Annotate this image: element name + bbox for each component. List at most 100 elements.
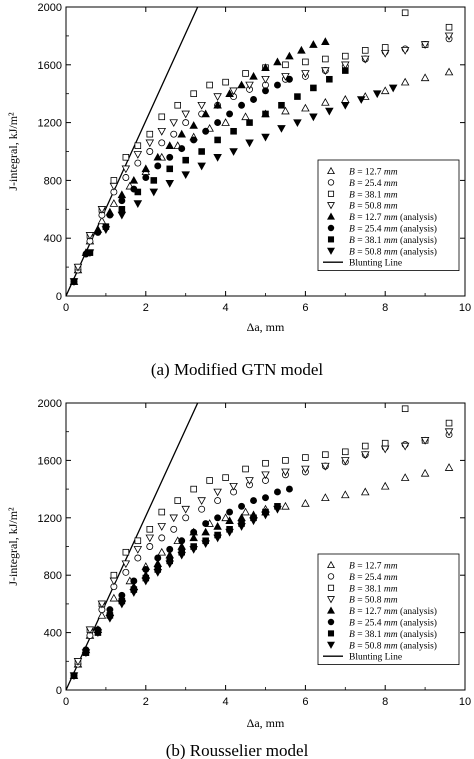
data-point <box>294 93 301 100</box>
data-point <box>174 101 181 109</box>
data-point <box>158 508 166 516</box>
data-point <box>177 129 186 138</box>
data-point <box>225 528 234 537</box>
data-point <box>444 67 454 76</box>
data-point <box>381 44 389 51</box>
data-point <box>149 188 159 197</box>
data-point <box>141 164 151 173</box>
data-point <box>214 119 222 127</box>
data-point <box>213 153 222 162</box>
data-point <box>242 465 249 473</box>
data-point <box>97 610 107 619</box>
data-point <box>177 551 186 560</box>
data-point <box>341 490 350 499</box>
data-point <box>444 32 454 41</box>
data-point <box>166 165 174 173</box>
data-point <box>321 67 330 76</box>
data-point <box>420 468 430 477</box>
data-point <box>165 141 175 150</box>
series-7 <box>70 67 349 285</box>
legend-label: B = 50.8 mm <box>349 596 398 606</box>
data-point <box>301 103 310 112</box>
data-point <box>356 96 366 104</box>
blunting-line <box>66 7 199 296</box>
y-tick-label: 0 <box>56 685 62 697</box>
data-point <box>213 488 222 497</box>
data-point <box>341 95 350 103</box>
data-point <box>301 465 310 474</box>
data-point <box>341 101 350 110</box>
data-point <box>444 463 454 471</box>
data-point <box>154 554 162 562</box>
data-point <box>230 127 237 135</box>
data-point <box>321 97 330 106</box>
data-point <box>117 190 127 199</box>
legend: B = 12.7 mmB = 25.4 mmB = 38.1 mm B = 50.… <box>317 159 460 271</box>
legend-label: B = 38.1 mm (analysis) <box>349 235 437 246</box>
data-point <box>146 526 154 533</box>
data-point <box>170 525 178 533</box>
data-point <box>420 73 430 82</box>
data-point <box>274 81 281 89</box>
data-point <box>109 182 119 191</box>
data-point <box>281 501 290 510</box>
data-point <box>380 49 390 58</box>
data-point <box>158 534 166 542</box>
data-point <box>150 177 158 184</box>
series-6 <box>70 75 293 286</box>
data-point <box>245 477 254 485</box>
data-point <box>157 127 167 136</box>
data-point <box>341 61 350 70</box>
data-point <box>158 113 166 121</box>
data-point <box>145 534 155 543</box>
data-point <box>309 113 318 122</box>
data-point <box>130 577 138 585</box>
data-point <box>302 58 309 66</box>
plot-data <box>66 7 454 296</box>
data-point <box>178 537 186 545</box>
legend-marker <box>327 166 335 175</box>
data-point <box>69 672 79 681</box>
data-point <box>190 90 197 97</box>
data-point <box>250 96 257 103</box>
data-point <box>322 451 329 458</box>
data-point <box>158 139 166 147</box>
data-point <box>229 482 238 491</box>
legend-label: Blunting Line <box>349 259 402 269</box>
data-point <box>400 77 410 86</box>
data-point <box>282 457 289 464</box>
data-point <box>400 473 410 481</box>
data-point <box>302 454 309 461</box>
data-point <box>189 546 198 554</box>
data-point <box>213 534 222 543</box>
data-point <box>182 119 190 127</box>
data-point <box>197 101 206 110</box>
figure-caption: (b) Rousselier model <box>166 741 309 759</box>
x-axis-label: Δa, mm <box>247 716 285 730</box>
legend-label: Blunting Line <box>349 653 402 663</box>
legend-label: B = 12.7 mm (analysis) <box>349 212 437 223</box>
data-point <box>157 547 167 556</box>
data-point <box>109 593 119 602</box>
data-point <box>133 200 143 208</box>
data-point <box>202 520 210 527</box>
data-point <box>129 589 139 597</box>
data-point <box>201 540 210 549</box>
data-point <box>285 75 293 83</box>
data-point <box>222 78 229 86</box>
legend-box <box>317 159 460 271</box>
y-tick-label: 800 <box>44 175 62 187</box>
data-point <box>142 174 150 181</box>
data-point <box>109 199 119 207</box>
y-tick-label: 800 <box>44 570 62 582</box>
data-point <box>401 9 409 17</box>
data-point <box>134 537 142 545</box>
data-point <box>118 197 126 205</box>
data-point <box>261 471 270 480</box>
legend-label: B = 12.7 mm (analysis) <box>349 606 437 617</box>
data-point <box>110 177 118 184</box>
plot-data <box>66 403 454 690</box>
data-point <box>133 151 143 159</box>
x-tick-label: 10 <box>459 302 471 314</box>
